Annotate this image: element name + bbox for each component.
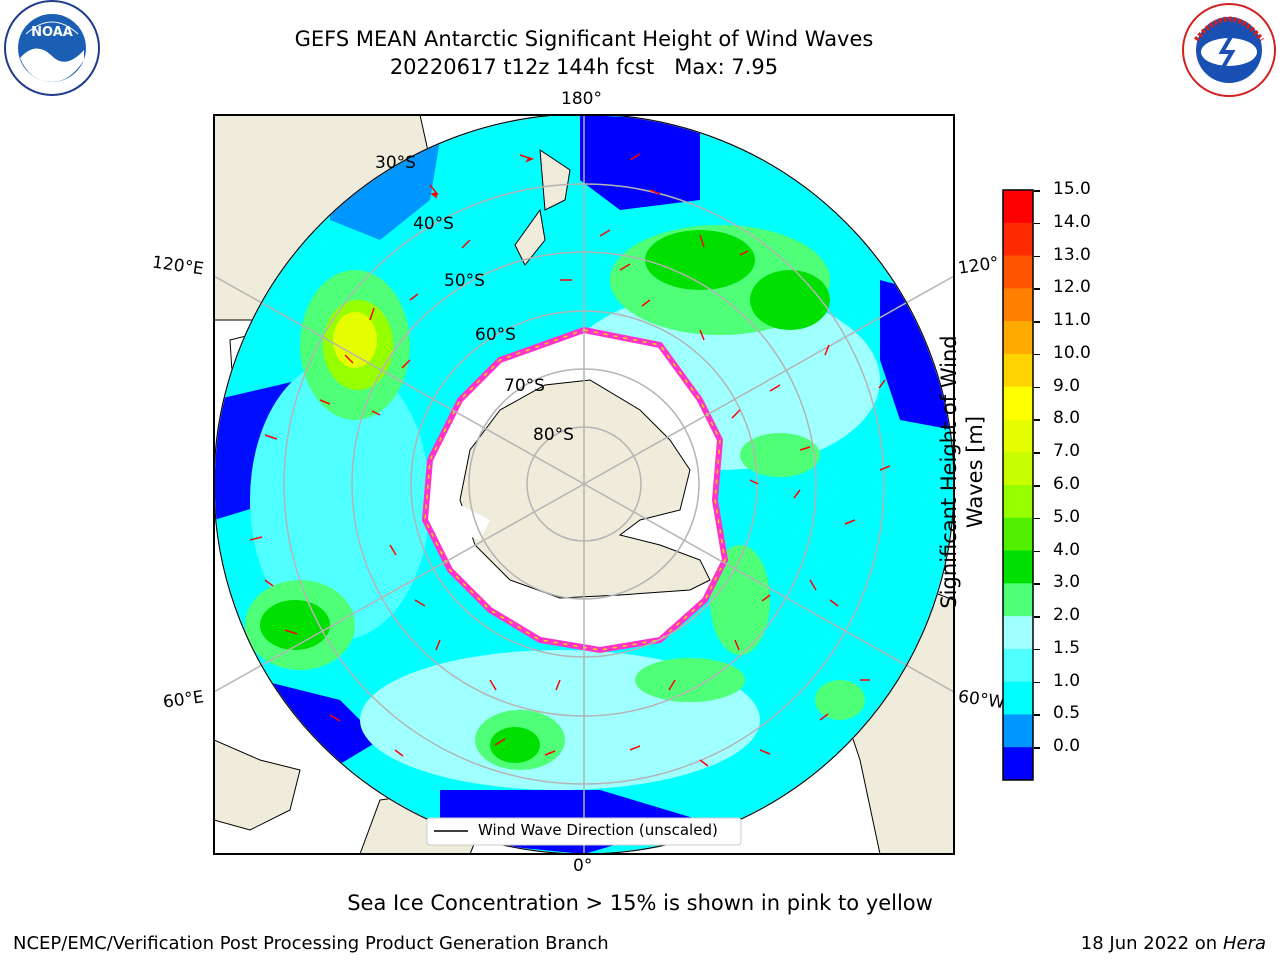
- colorbar-segment: [1003, 288, 1033, 322]
- colorbar-segment: [1003, 321, 1033, 355]
- colorbar-tick-mark: [1034, 747, 1040, 749]
- nws-logo: [1182, 3, 1276, 97]
- colorbar-tick-mark: [1034, 517, 1040, 520]
- colorbar-segment: [1003, 517, 1033, 552]
- colorbar-tick-mark: [1034, 288, 1040, 290]
- colorbar-segment: [1003, 681, 1033, 715]
- africa-land: [214, 739, 301, 831]
- lat-label-30: 30°S: [375, 153, 416, 173]
- colorbar-tick-label: 13.0: [1053, 244, 1091, 265]
- colorbar-tick-mark: [1034, 353, 1040, 356]
- colorbar-tick-mark: [1034, 583, 1040, 585]
- colorbar-tick-label: 10.0: [1053, 342, 1091, 363]
- footer-date-text: 18 Jun 2022 on: [1080, 933, 1218, 954]
- colorbar-tick-mark: [1034, 222, 1040, 225]
- colorbar-tick-label: 1.5: [1053, 637, 1081, 658]
- lat-label-80: 80°S: [533, 425, 574, 445]
- colorbar-segment: [1003, 616, 1033, 650]
- colorbar-segment: [1003, 714, 1033, 748]
- colorbar-tick-label: 9.0: [1053, 375, 1081, 396]
- colorbar-tick-mark: [1034, 616, 1040, 618]
- lat-label-60: 60°S: [475, 325, 516, 345]
- colorbar-segment: [1003, 386, 1033, 420]
- sea-ice-caption: Sea Ice Concentration > 15% is shown in …: [347, 891, 933, 915]
- colorbar-segment: [1003, 583, 1033, 617]
- legend-label: Wind Wave Direction (unscaled): [478, 821, 718, 839]
- colorbar-tick-mark: [1034, 714, 1040, 716]
- colorbar-tick-mark: [1034, 386, 1040, 389]
- colorbar-tick-mark: [1034, 452, 1040, 454]
- colorbar-tick-label: 0.0: [1053, 736, 1081, 757]
- colorbar-tick-mark: [1034, 550, 1040, 553]
- colorbar: [1002, 189, 1034, 781]
- colorbar-tick-label: 3.0: [1053, 572, 1081, 593]
- colorbar-tick-label: 2.0: [1053, 605, 1081, 626]
- colorbar-segment: [1003, 255, 1033, 289]
- antarctica-land: [459, 379, 711, 599]
- colorbar-tick-label: 7.0: [1053, 441, 1081, 462]
- colorbar-tick-mark: [1034, 648, 1040, 651]
- colorbar-tick-mark: [1034, 255, 1040, 258]
- colorbar-tick-label: 0.5: [1053, 703, 1081, 724]
- colorbar-tick-mark: [1034, 321, 1040, 323]
- colorbar-tick-mark: [1034, 681, 1040, 684]
- colorbar-segment: [1003, 353, 1033, 388]
- footer-branch: NCEP/EMC/Verification Post Processing Pr…: [13, 933, 609, 954]
- noaa-logo: NOAA: [4, 0, 100, 96]
- colorbar-segment: [1003, 485, 1033, 519]
- graticule: [214, 115, 954, 854]
- new-zealand-land: [539, 149, 571, 211]
- plot-title-line2: 20220617 t12z 144h fcst Max: 7.95: [389, 55, 779, 79]
- lat-label-40: 40°S: [413, 214, 454, 234]
- colorbar-tick-label: 5.0: [1053, 506, 1081, 527]
- noaa-logo-label: NOAA: [31, 25, 73, 40]
- colorbar-segment: [1003, 648, 1033, 683]
- plot-title-line1: GEFS MEAN Antarctic Significant Height o…: [294, 27, 874, 51]
- colorbar-tick-mark: [1034, 485, 1040, 487]
- colorbar-tick-label: 4.0: [1053, 539, 1081, 560]
- colorbar-tick-label: 6.0: [1053, 474, 1081, 494]
- colorbar-tick-label: 12.0: [1053, 277, 1091, 298]
- colorbar-tick-label: 11.0: [1053, 310, 1091, 331]
- lon-label-top: 180°: [561, 89, 602, 109]
- wind-wave-arrows: [249, 153, 891, 767]
- lat-label-70: 70°S: [504, 376, 545, 396]
- colorbar-segment: [1003, 222, 1033, 257]
- lon-label-bottom: 0°: [573, 856, 593, 876]
- colorbar-segment: [1003, 419, 1033, 453]
- legend-box: [426, 817, 742, 846]
- lat-label-50: 50°S: [444, 271, 485, 291]
- colorbar-segment: [1003, 550, 1033, 584]
- colorbar-tick-label: 14.0: [1053, 211, 1091, 232]
- colorbar-segment: [1003, 452, 1033, 486]
- colorbar-segment: [1003, 747, 1033, 781]
- colorbar-tick-label: 8.0: [1053, 408, 1081, 429]
- colorbar-title-line2: Waves [m]: [963, 415, 987, 529]
- colorbar-tick-label: 15.0: [1053, 179, 1091, 199]
- colorbar-title: Significant Height of Wind Waves [m]: [936, 307, 988, 637]
- footer-date: 18 Jun 2022 on Hera: [1081, 933, 1266, 954]
- colorbar-tick-mark: [1034, 419, 1040, 421]
- colorbar-tick-label: 1.0: [1053, 670, 1081, 691]
- colorbar-title-line1: Significant Height of Wind: [937, 335, 961, 609]
- footer-machine: Hera: [1222, 933, 1266, 954]
- colorbar-segment: [1003, 190, 1033, 224]
- colorbar-tick-mark: [1034, 190, 1040, 192]
